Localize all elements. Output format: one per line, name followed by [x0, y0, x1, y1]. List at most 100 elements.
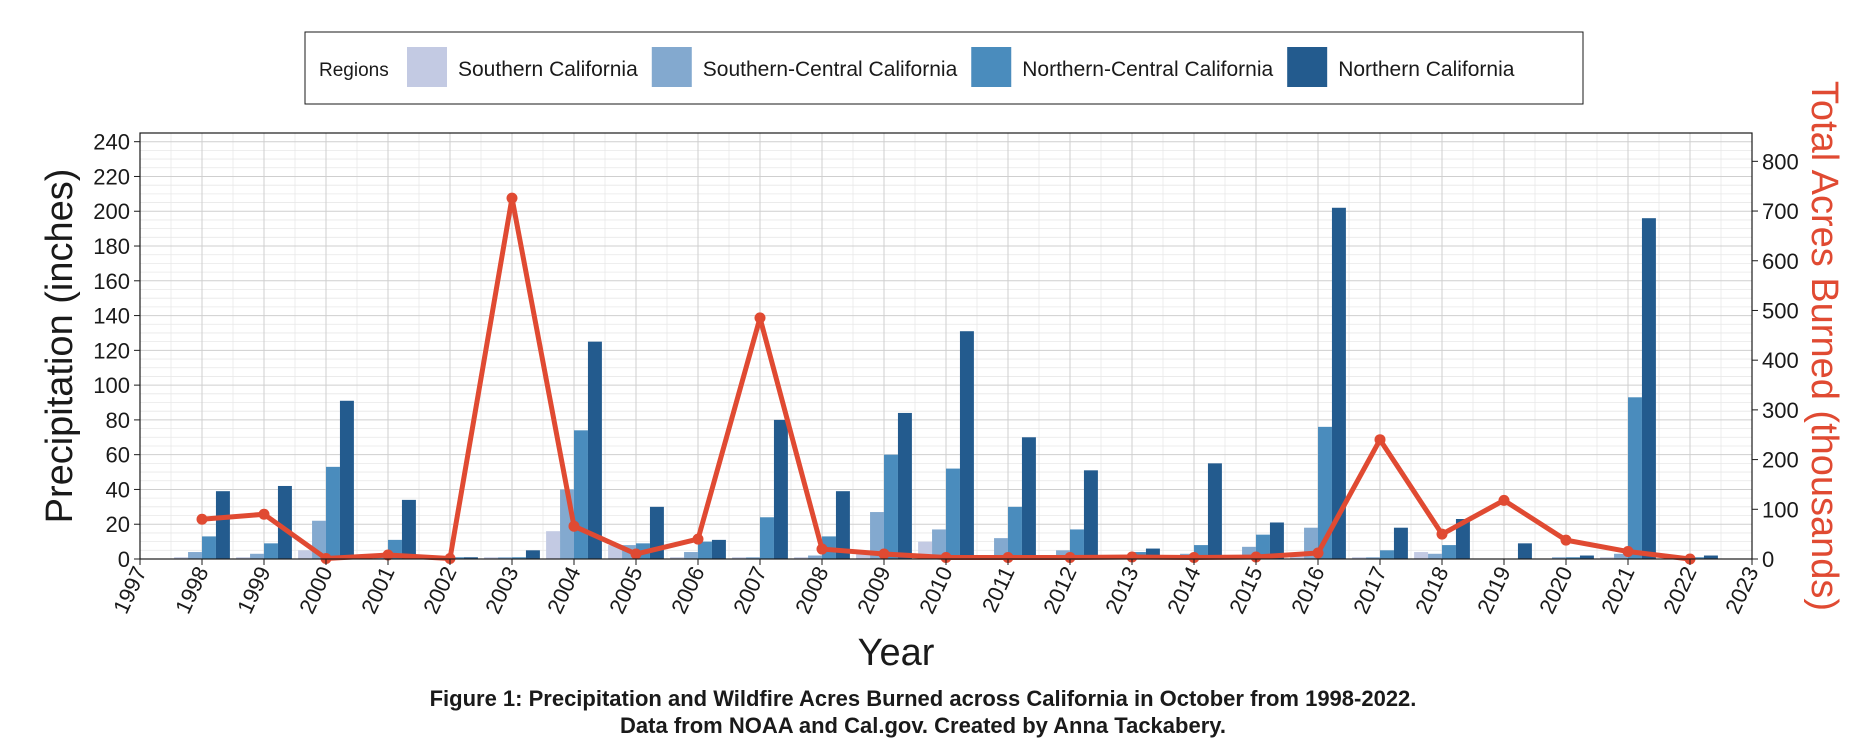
bar: [512, 557, 526, 559]
data-point: [1064, 552, 1076, 564]
data-point: [1002, 552, 1014, 564]
bar: [684, 552, 698, 559]
bar: [250, 553, 264, 559]
x-tick-label: 2010: [914, 563, 957, 618]
x-tick-label: 2005: [604, 563, 647, 618]
y-tick-label: 60: [106, 443, 130, 468]
bar: [1331, 207, 1346, 560]
data-point: [1436, 528, 1448, 540]
bar: [1690, 557, 1704, 559]
y-tick-label: 140: [93, 304, 130, 329]
bar: [498, 557, 512, 559]
bar: [711, 539, 726, 559]
y2-tick-label: 200: [1762, 448, 1799, 473]
bar: [202, 536, 216, 559]
x-tick-label: 2020: [1534, 563, 1577, 618]
bar: [1442, 545, 1456, 559]
data-point: [1312, 547, 1324, 559]
caption-line-1: Figure 1: Precipitation and Wildfire Acr…: [430, 686, 1417, 711]
y2-tick-label: 700: [1762, 199, 1799, 224]
data-point: [196, 513, 208, 525]
bar: [670, 557, 685, 559]
bar: [339, 400, 354, 559]
x-tick-label: 2019: [1472, 563, 1515, 618]
bar: [808, 555, 822, 559]
legend-label: Northern California: [1338, 58, 1515, 81]
y-tick-label: 100: [93, 373, 130, 398]
bar: [897, 412, 912, 559]
bar: [959, 331, 974, 559]
bar: [1207, 463, 1222, 559]
bar: [463, 557, 478, 559]
legend-label: Southern California: [458, 58, 638, 81]
x-tick-label: 2006: [666, 563, 709, 618]
bar: [1552, 557, 1566, 559]
bar: [401, 499, 416, 559]
x-tick-label: 2009: [852, 563, 895, 618]
data-point: [1188, 552, 1200, 564]
y2-axis-title: Total Acres Burned (thousands): [1803, 81, 1845, 611]
y-axis-right: 0 100 200 300 400 500 600 700 800: [1752, 149, 1799, 572]
bar: [856, 553, 871, 559]
bar: [1008, 506, 1022, 559]
x-tick-label: 1998: [170, 563, 213, 618]
data-point: [382, 549, 394, 561]
bar: [884, 454, 898, 559]
bar: [277, 485, 292, 559]
bar: [1628, 397, 1642, 559]
legend-label: Southern-Central California: [703, 58, 958, 81]
x-tick-label: 2011: [977, 563, 1020, 616]
bar: [698, 541, 712, 559]
bar: [1318, 426, 1332, 559]
x-tick-label: 2014: [1162, 563, 1205, 618]
bar: [870, 512, 884, 559]
bar: [1428, 553, 1442, 559]
bar: [574, 430, 588, 559]
bar: [1352, 557, 1367, 559]
bar: [1614, 553, 1628, 559]
bar: [1380, 550, 1394, 559]
legend-swatch: [651, 47, 692, 87]
data-point: [630, 548, 642, 560]
y2-tick-label: 800: [1762, 149, 1799, 174]
x-tick-label: 2007: [728, 563, 771, 618]
data-point: [816, 543, 828, 555]
y2-tick-label: 500: [1762, 298, 1799, 323]
bar: [746, 557, 760, 559]
bar: [215, 491, 230, 559]
bar: [1083, 470, 1098, 559]
x-axis-title: Year: [858, 632, 935, 674]
data-point: [1622, 546, 1634, 558]
bar: [760, 517, 774, 559]
x-tick-label: 2004: [542, 563, 585, 618]
data-point: [878, 548, 890, 560]
data-point: [1126, 551, 1138, 563]
bar: [946, 468, 960, 559]
bar: [236, 557, 251, 559]
y-tick-label: 200: [93, 199, 130, 224]
bar: [450, 557, 464, 559]
y-tick-label: 160: [93, 269, 130, 294]
x-axis: 1997 1998 1999 2000 2001 2002 2003 2004 2005 2006…: [108, 559, 1764, 618]
legend-title: Regions: [319, 60, 389, 81]
bar: [188, 552, 202, 559]
bar: [587, 341, 602, 559]
y-tick-label: 180: [93, 234, 130, 259]
data-point: [692, 533, 704, 545]
y-tick-label: 80: [106, 408, 130, 433]
data-point: [1498, 494, 1510, 506]
y-tick-label: 220: [93, 164, 130, 189]
bar: [174, 557, 189, 559]
major-grid: [139, 133, 1753, 560]
bar: [1579, 555, 1594, 559]
y2-tick-label: 100: [1762, 497, 1799, 522]
y2-tick-label: 0: [1762, 547, 1774, 572]
legend-box: [304, 31, 1584, 105]
plot-panel: [139, 132, 1753, 565]
bar: [773, 419, 788, 559]
bar: [326, 466, 340, 559]
x-tick-label: 2018: [1410, 563, 1453, 618]
data-point: [1250, 551, 1262, 563]
bar: [1517, 543, 1532, 559]
